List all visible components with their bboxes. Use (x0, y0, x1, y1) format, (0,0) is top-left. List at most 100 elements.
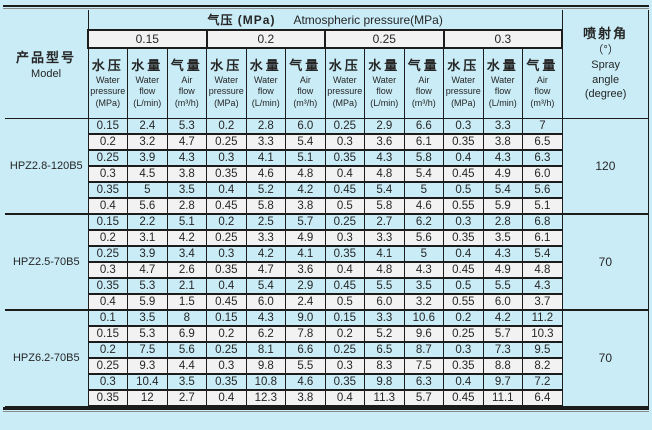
data-cell-water-pressure: 0.45 (443, 389, 484, 407)
data-cell-water-pressure: 0.35 (87, 389, 129, 407)
col-header-en: flow (257, 86, 274, 97)
data-cell-air-flow: 6.6 (403, 117, 445, 135)
data-cell-air-flow: 5.7 (285, 213, 326, 231)
data-cell-air-flow: 6.4 (522, 389, 563, 407)
data-cell-water-flow: 3.3 (245, 133, 287, 151)
data-cell-air-flow: 5.1 (285, 149, 326, 167)
data-cell-water-flow: 6.2 (245, 325, 287, 343)
table-body: HPZ2.8-120B5 0.15 2.4 5.3 0.2 2.8 6.0 0.25 2.9 6.… (5, 117, 650, 407)
data-cell-air-flow: 5.4 (522, 245, 563, 263)
data-cell-water-pressure: 0.3 (443, 117, 484, 135)
data-cell-water-flow: 5 (127, 181, 168, 199)
data-cell-water-pressure: 0.3 (206, 245, 247, 263)
data-cell-air-flow: 6.9 (166, 325, 208, 343)
col-header-zh: 水量 (368, 57, 401, 73)
col-header-air-flow: 气量 Air flow (m³/h) (166, 47, 208, 119)
data-cell-water-pressure: 0.25 (87, 245, 129, 263)
col-header-water-flow: 水量 Water flow (L/min) (245, 47, 287, 119)
data-cell-water-pressure: 0.35 (87, 181, 129, 199)
data-cell-water-pressure: 0.2 (443, 309, 484, 327)
data-cell-air-flow: 4.6 (403, 197, 445, 215)
table-row: 0.2 3.1 4.2 0.25 3.3 4.9 0.3 3.3 5.6 0.35 3.5 6.1 (5, 229, 649, 247)
pressure-group-row: 0.15 0.2 0.25 0.3 (5, 29, 649, 49)
data-cell-water-pressure: 0.35 (206, 373, 247, 391)
data-cell-water-pressure: 0.4 (206, 181, 247, 199)
col-header-zh: 气量 (526, 57, 559, 73)
header-row-1: 产品型号 Model 气压 (MPa) Atmospheric pressure(… (5, 10, 650, 119)
table-row: 0.25 3.9 3.4 0.3 4.2 4.1 0.35 4.1 5 0.4 4.3 5.4 (5, 245, 649, 263)
data-cell-water-flow: 9.3 (127, 357, 168, 375)
table-row: HPZ2.8-120B5 0.15 2.4 5.3 0.2 2.8 6.0 0.25 2.9 6.… (5, 117, 650, 215)
data-cell-water-flow: 5.8 (364, 197, 405, 215)
col-header-unit: (L/min) (488, 97, 517, 108)
data-cell-air-flow: 5.1 (522, 197, 563, 215)
pressure-title-en: Atmospheric pressure(MPa) (293, 13, 443, 27)
data-cell-air-flow: 3.5 (166, 373, 208, 391)
data-cell-water-flow: 3.8 (482, 133, 524, 151)
data-cell-water-flow: 5.8 (245, 197, 287, 215)
spray-header-line: 喷射角 (583, 26, 629, 42)
data-cell-water-pressure: 0.2 (206, 213, 247, 231)
table-row: 0.25 9.3 4.4 0.3 9.8 5.5 0.3 8.3 7.5 0.35 8.8 8.2 (5, 357, 649, 375)
data-cell-air-flow: 6.3 (522, 149, 563, 167)
col-header-en: Air (181, 75, 193, 85)
data-cell-air-flow: 5.4 (285, 133, 326, 151)
data-cell-water-flow: 3.3 (245, 229, 287, 247)
data-cell-air-flow: 4.8 (285, 165, 326, 183)
data-cell-water-flow: 5.4 (245, 277, 287, 295)
col-header-air-flow: 气量 Air flow (m³/h) (403, 47, 445, 119)
data-cell-air-flow: 7 (522, 117, 563, 135)
col-header-en: Water (214, 75, 239, 85)
data-cell-water-pressure: 0.45 (443, 165, 484, 183)
data-cell-water-pressure: 0.4 (324, 389, 366, 407)
data-cell-air-flow: 5.4 (403, 165, 445, 183)
data-cell-water-flow: 5.5 (364, 277, 405, 295)
spray-header-line: （°） (592, 43, 619, 56)
table-row: 0.3 10.4 3.5 0.35 10.8 4.6 0.35 9.8 6.3 0.4 9.7 7.2 (5, 373, 649, 391)
data-cell-water-pressure: 0.5 (443, 181, 484, 199)
data-cell-water-pressure: 0.35 (324, 245, 366, 263)
data-cell-water-flow: 3.6 (364, 133, 405, 151)
data-cell-water-flow: 5.7 (482, 325, 524, 343)
col-header-zh: 水量 (249, 57, 282, 73)
col-header-water-pressure: 水压 Water pressure (MPa) (443, 47, 484, 119)
model-column-header: 产品型号 Model (5, 10, 89, 119)
data-cell-water-flow: 3.9 (127, 149, 168, 167)
data-cell-air-flow: 7.2 (522, 373, 563, 391)
col-header-unit: (MPa) (451, 97, 476, 108)
data-cell-air-flow: 6.8 (522, 213, 563, 231)
col-header-zh: 水量 (131, 57, 164, 73)
data-cell-water-flow: 3.5 (127, 309, 168, 327)
data-cell-water-pressure: 0.3 (206, 357, 247, 375)
data-cell-water-flow: 4.1 (364, 245, 405, 263)
data-cell-air-flow: 7.8 (285, 325, 326, 343)
data-cell-water-flow: 4.2 (482, 309, 524, 327)
pressure-group-label: 0.15 (87, 29, 208, 49)
spray-header-line: Spray (591, 58, 620, 71)
data-cell-water-pressure: 0.4 (87, 197, 129, 215)
data-cell-water-flow: 5.3 (127, 325, 168, 343)
data-cell-water-flow: 4.3 (482, 149, 524, 167)
table-row: 0.25 3.9 4.3 0.3 4.1 5.1 0.35 4.3 5.8 0.4 4.3 6.3 (5, 149, 649, 167)
col-header-en: Water (95, 75, 120, 85)
data-cell-water-flow: 4.8 (364, 165, 405, 183)
col-header-water-flow: 水量 Water flow (L/min) (127, 47, 168, 119)
data-cell-water-flow: 5.5 (482, 277, 524, 295)
data-cell-water-flow: 3.5 (482, 229, 524, 247)
col-header-en: pressure (90, 86, 126, 97)
data-cell-water-flow: 3.3 (364, 309, 405, 327)
data-cell-air-flow: 1.5 (166, 293, 208, 311)
data-cell-air-flow: 3.8 (285, 389, 326, 407)
data-cell-water-flow: 8.1 (245, 341, 287, 359)
col-header-en: pressure (327, 86, 363, 97)
data-cell-air-flow: 3.5 (403, 277, 445, 295)
data-cell-water-flow: 4.5 (127, 165, 168, 183)
data-cell-water-pressure: 0.25 (324, 213, 366, 231)
data-cell-water-pressure: 0.5 (324, 197, 366, 215)
model-header-zh: 产品型号 (16, 50, 77, 66)
data-cell-water-pressure: 0.5 (443, 277, 484, 295)
data-cell-water-pressure: 0.15 (87, 117, 129, 135)
data-cell-water-flow: 4.1 (245, 149, 287, 167)
data-cell-water-flow: 9.8 (245, 357, 287, 375)
data-cell-air-flow: 6.6 (285, 341, 326, 359)
